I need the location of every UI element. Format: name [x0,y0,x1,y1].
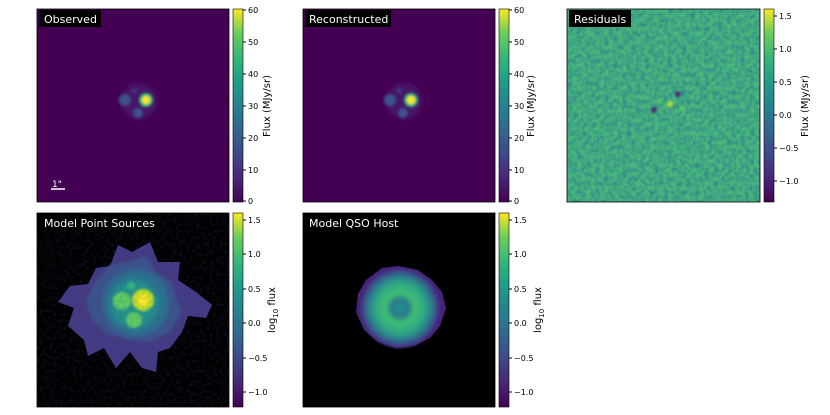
qso-host-colorbar [498,212,510,408]
residuals-colorbar [763,8,775,203]
tick-label: 0 [248,197,253,206]
reconstructed-colorbar-ticks: 60 50 40 30 20 10 0 [509,6,524,206]
point-sources-title: Model Point Sources [44,217,155,230]
observed-halo [121,83,157,119]
reconstructed-source [384,88,418,118]
panel-model-point-sources: Model Point Sources 1.5 1.0 0.5 0.0 −0.5… [36,212,280,408]
label-part: 10 [538,309,546,318]
tick-label: −0.5 [248,354,267,363]
tick-label: 40 [514,70,524,79]
qso-host-colorbar-ticks: 1.5 1.0 0.5 0.0 −0.5 −1.0 [509,216,533,397]
residuals-colorbar-ticks: 1.5 1.0 0.5 0.0 −0.5 −1.0 [774,12,798,186]
residuals-title: Residuals [574,13,626,26]
tick-label: 0.5 [248,285,261,294]
tick-label: 1.0 [248,250,261,259]
point-sources-colorbar [232,212,244,408]
tick-label: −0.5 [779,144,798,153]
tick-label: −1.0 [779,177,798,186]
tick-label: −1.0 [514,388,533,397]
tick-label: 0.5 [514,285,527,294]
tick-label: 30 [514,102,524,111]
tick-label: 0.0 [248,319,261,328]
qso-host-disk [356,266,446,348]
reconstructed-colorbar [498,8,510,203]
label-part: flux [533,287,544,309]
qso-host-title: Model QSO Host [309,217,399,230]
tick-label: 0 [514,197,519,206]
reconstructed-halo [386,83,422,119]
tick-label: −0.5 [514,354,533,363]
point-sources-colorbar-label: log10 flux [267,287,280,333]
point-sources-colorbar-ticks: 1.5 1.0 0.5 0.0 −0.5 −1.0 [243,216,267,397]
tick-label: 1.5 [248,216,261,225]
label-part: log [267,318,278,333]
reconstructed-colorbar-label: Flux (MJy/sr) [526,75,537,137]
observed-title-box [39,10,101,27]
tick-label: 20 [248,134,258,143]
label-part: 10 [272,309,280,318]
tick-label: 1.0 [514,250,527,259]
observed-source [119,88,153,118]
tick-label: 40 [248,70,258,79]
tick-label: 20 [514,134,524,143]
tick-label: 10 [514,166,524,175]
point-sources-psf [37,213,229,407]
observed-colorbar [232,8,244,203]
tick-label: 30 [248,102,258,111]
point-sources-title-box [39,214,157,231]
panel-observed: 1" Observed 60 50 40 30 20 10 0 Flux (MJ… [36,6,273,206]
residuals-frame [566,8,761,203]
tick-label: 0.5 [779,78,792,87]
qso-host-title-box [305,214,401,231]
observed-colorbar-label: Flux (MJy/sr) [262,75,273,137]
tick-label: 60 [248,6,258,15]
tick-label: 1.5 [779,12,792,21]
residuals-colorbar-label: Flux (MJy/sr) [800,75,811,137]
panel-residuals: Residuals 1.5 1.0 0.5 0.0 −0.5 −1.0 Flux… [566,8,811,203]
observed-title: Observed [44,13,97,26]
qso-host-colorbar-label: log10 flux [533,287,546,333]
panel-reconstructed: Reconstructed 60 50 40 30 20 10 0 Flux (… [302,6,537,206]
tick-label: 1.0 [779,45,792,54]
tick-label: 0.0 [779,111,792,120]
observed-colorbar-ticks: 60 50 40 30 20 10 0 [243,6,258,206]
tick-label: 50 [248,38,258,47]
panel-model-qso-host: Model QSO Host 1.5 1.0 0.5 0.0 −0.5 −1.0… [302,212,546,408]
tick-label: 50 [514,38,524,47]
tick-label: −1.0 [248,388,267,397]
tick-label: 0.0 [514,319,527,328]
tick-label: 60 [514,6,524,15]
label-part: flux [267,287,278,309]
tick-label: 1.5 [514,216,527,225]
residuals-core [651,91,684,113]
residuals-image [567,9,760,202]
residuals-title-box [569,10,631,27]
reconstructed-title: Reconstructed [309,13,388,26]
tick-label: 10 [248,166,258,175]
label-part: log [533,318,544,333]
reconstructed-title-box [305,10,391,27]
scale-bar-label: 1" [52,180,62,190]
